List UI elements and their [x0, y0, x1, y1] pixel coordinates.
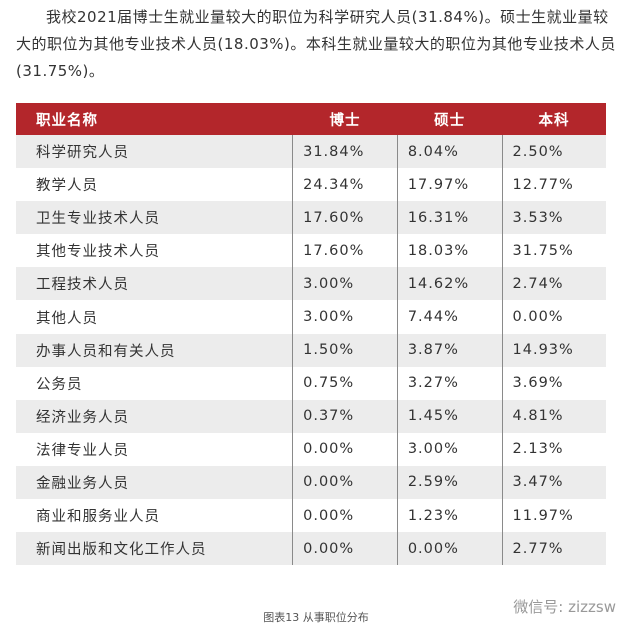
value-cell: 2.77%: [501, 532, 606, 566]
value-cell: 14.93%: [501, 333, 606, 367]
caption: 图表13 从事职位分布: [263, 611, 369, 624]
value-cell: 11.97%: [501, 499, 606, 533]
value-cell: 3.53%: [501, 201, 606, 235]
occupation-cell: 教学人员: [36, 178, 98, 195]
value-cell: 7.44%: [396, 300, 503, 334]
table-row: 商业和服务业人员 0.00% 1.23% 11.97%: [16, 499, 606, 533]
value-cell: 1.45%: [396, 399, 503, 433]
value-cell: 3.87%: [396, 333, 503, 367]
occupation-cell: 卫生专业技术人员: [16, 201, 293, 235]
value-cell: 0.00%: [396, 532, 503, 566]
table-row: 经济业务人员 0.37% 1.45% 4.81%: [16, 399, 606, 433]
value-cell: 4.81%: [501, 399, 606, 433]
table-row: 法律专业人员 0.00% 3.00% 2.13%: [16, 432, 606, 466]
value-cell: 2.13%: [501, 432, 606, 466]
value-cell: 17.60%: [292, 201, 398, 235]
occupation-cell: 法律专业人员: [36, 442, 129, 459]
value-cell: 2.59%: [396, 465, 503, 500]
occupation-table: 职业名称 博士 硕士 本科 科学研究人员 31.84% 8.04% 2.50% 教学人员 24.…: [16, 103, 606, 566]
table-row: 其他人员 3.00% 7.44% 0.00%: [16, 300, 606, 334]
table-row: 卫生专业技术人员 17.60% 16.31% 3.53%: [16, 201, 606, 235]
value-cell: 3.27%: [396, 366, 503, 400]
header-row: 职业名称 博士 硕士 本科: [16, 103, 606, 135]
table-row: 公务员 0.75% 3.27% 3.69%: [16, 366, 606, 400]
table-row: 新闻出版和文化工作人员 0.00% 0.00% 2.77%: [16, 532, 606, 566]
value-cell: 3.00%: [292, 267, 398, 301]
occupation-cell: 经济业务人员: [16, 399, 293, 433]
occupation-cell: 办事人员和有关人员: [16, 333, 293, 367]
value-cell: 16.31%: [396, 201, 503, 235]
value-cell: 0.00%: [292, 499, 398, 533]
value-cell: 3.00%: [396, 432, 503, 466]
value-cell: 17.97%: [396, 168, 503, 202]
value-cell: 0.00%: [292, 532, 398, 566]
occupation-cell: 其他专业技术人员: [36, 244, 160, 261]
watermark: 微信号: zizzsw: [513, 598, 616, 616]
occupation-cell: 新闻出版和文化工作人员: [16, 532, 293, 566]
value-cell: 0.00%: [292, 465, 398, 500]
occupation-cell: 公务员: [36, 376, 83, 393]
value-cell: 0.37%: [292, 399, 398, 433]
value-cell: 2.74%: [501, 267, 606, 301]
table-row: 办事人员和有关人员 1.50% 3.87% 14.93%: [16, 333, 606, 367]
table-row: 教学人员 24.34% 17.97% 12.77%: [16, 168, 606, 202]
occupation-cell: 金融业务人员: [16, 465, 293, 500]
occupation-cell: 科学研究人员: [16, 135, 293, 169]
table-row: 金融业务人员 0.00% 2.59% 3.47%: [16, 465, 606, 500]
occupation-cell: 工程技术人员: [16, 267, 293, 301]
value-cell: 3.69%: [501, 366, 606, 400]
intro-paragraph: 我校2021届博士生就业量较大的职位为科学研究人员(31.84%)。硕士生就业量…: [16, 8, 616, 80]
table-row: 工程技术人员 3.00% 14.62% 2.74%: [16, 267, 606, 301]
value-cell: 3.00%: [292, 300, 398, 334]
value-cell: 8.04%: [396, 135, 503, 169]
value-cell: 0.00%: [292, 432, 398, 466]
occupation-cell: 其他人员: [36, 310, 98, 327]
header-cell: 博士: [292, 103, 398, 135]
value-cell: 2.50%: [501, 135, 606, 169]
value-cell: 24.34%: [292, 168, 398, 202]
header-cell: 硕士: [397, 103, 503, 135]
value-cell: 18.03%: [396, 234, 503, 268]
value-cell: 14.62%: [396, 267, 503, 301]
value-cell: 1.23%: [396, 499, 503, 533]
table-row: 其他专业技术人员 17.60% 18.03% 31.75%: [16, 234, 606, 268]
value-cell: 17.60%: [292, 234, 398, 268]
header-cell: 本科: [502, 103, 606, 135]
value-cell: 3.47%: [501, 465, 606, 500]
value-cell: 0.75%: [292, 366, 398, 400]
value-cell: 12.77%: [501, 168, 606, 202]
table-body: 科学研究人员 31.84% 8.04% 2.50% 教学人员 24.34% 17.97% 12…: [16, 135, 606, 566]
table-row: 科学研究人员 31.84% 8.04% 2.50%: [16, 135, 606, 169]
value-cell: 31.84%: [292, 135, 398, 169]
header-cell: 职业名称: [16, 103, 293, 135]
occupation-cell: 商业和服务业人员: [36, 509, 160, 526]
value-cell: 31.75%: [501, 234, 606, 268]
value-cell: 0.00%: [501, 300, 606, 334]
value-cell: 1.50%: [292, 333, 398, 367]
